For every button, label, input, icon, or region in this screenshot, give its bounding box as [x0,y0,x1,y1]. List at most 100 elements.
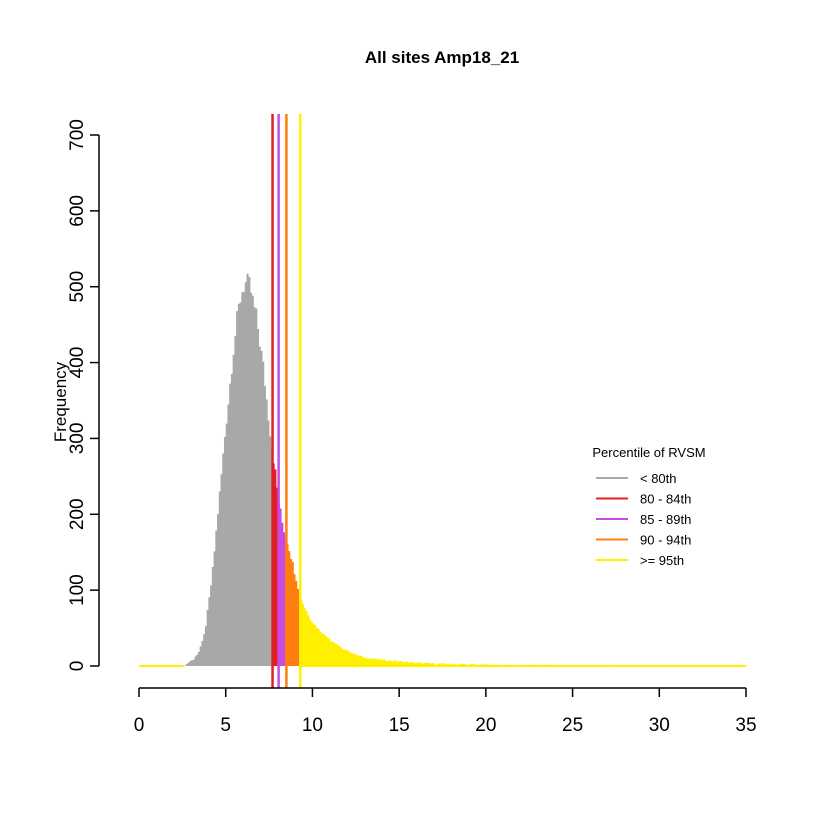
histogram-bar [392,661,395,666]
histogram-bar [439,663,442,666]
histogram-bar [345,650,348,666]
histogram-bar [362,657,365,666]
legend-entry: 80 - 84th [640,492,691,507]
histogram-bar [215,530,218,666]
histogram-bar [225,423,228,666]
histogram-bar [406,661,409,666]
histogram-bar [274,469,277,666]
histogram-bar [211,566,214,666]
histogram-bar [430,663,433,666]
histogram-bar [281,522,284,666]
histogram-bar [404,661,407,666]
histogram-bar [321,633,324,666]
histogram-bar [248,277,251,666]
histogram-bar [222,453,225,666]
histogram-bar [360,656,364,666]
histogram-bar [343,649,346,666]
histogram-bar [295,580,298,666]
histogram-bar [196,654,199,666]
histogram-bar [308,619,312,666]
histogram-bar [317,629,320,666]
histogram-bar [378,659,381,666]
histogram-bar [185,663,188,666]
legend-entry: 90 - 94th [640,533,691,548]
histogram-bar [376,659,379,666]
histogram-bar [413,663,416,666]
histogram-bar [364,657,367,666]
histogram-bar [411,662,414,666]
histogram-bar [369,658,372,666]
histogram-bar [387,661,390,666]
histogram-bar [206,609,209,666]
histogram-bar [189,661,192,666]
histogram-bar [380,660,383,666]
legend: Percentile of RVSM < 80th 80 - 84th 85 - 8… [592,445,705,568]
y-tick-label: 600 [67,195,88,227]
histogram-bar [239,302,242,666]
histogram-bar [341,649,345,666]
histogram-bar [258,346,261,666]
histogram-bar [338,645,341,666]
histogram-bar [262,361,265,666]
histogram-bar [302,603,305,666]
histogram-bar [419,662,423,666]
histogram-bar [383,659,386,666]
histogram-bar [260,350,263,666]
histogram-bar [333,642,336,666]
y-axis: 0 100 200 300 400 500 600 700 [67,119,100,672]
histogram-bar [293,574,296,666]
histogram-bar [444,663,447,666]
histogram-bar [208,597,211,666]
histogram-bar [340,647,343,666]
legend-entry: < 80th [640,471,677,486]
histogram-bar [374,658,377,666]
histogram-bar [227,404,230,666]
x-tick-label: 15 [389,715,410,736]
histogram-bar [331,641,334,666]
x-tick-label: 0 [134,715,145,736]
histogram-bar [461,663,464,666]
x-tick-label: 30 [649,715,670,736]
histogram-bar [310,621,313,666]
histogram-bar [279,508,282,666]
histogram-bar [393,660,397,666]
legend-entry: 85 - 89th [640,512,691,527]
histogram-bar [314,625,317,666]
histogram-bar [265,399,268,666]
y-axis-title: Frequency [51,361,70,442]
histogram-bar [232,354,235,666]
histogram-bar [359,655,362,666]
x-tick-label: 20 [475,715,496,736]
histogram-bar [409,661,412,666]
histogram-bar [263,386,266,666]
histogram-bar [449,663,452,666]
histogram-bar [234,335,237,666]
y-tick-label: 0 [67,661,88,672]
histogram-bar [470,663,473,666]
histogram-bar [366,658,369,666]
y-tick-label: 700 [67,119,88,151]
histogram-bar [223,436,227,666]
histogram-bar [354,653,357,666]
histogram-bar [307,615,310,666]
histogram-bar [329,641,332,666]
y-tick-label: 300 [67,423,88,455]
legend-entry: >= 95th [640,553,684,568]
histogram-bar [395,661,398,666]
histogram-bar [194,656,197,666]
histogram-bar [303,608,306,666]
histogram-bar [253,307,256,666]
histogram-bar [437,663,440,666]
histogram-bar [244,282,247,666]
histogram-bar [220,474,223,666]
threshold-lines [271,114,302,688]
histogram-bar [282,532,286,666]
histogram-bar [204,626,208,666]
y-tick-label: 400 [67,347,88,379]
histogram-bar [352,653,355,666]
histogram-bar [373,658,376,666]
histogram-bar [269,436,272,666]
histogram-bar [326,637,329,666]
histogram-bar [336,645,339,666]
histogram-bar [305,611,308,666]
